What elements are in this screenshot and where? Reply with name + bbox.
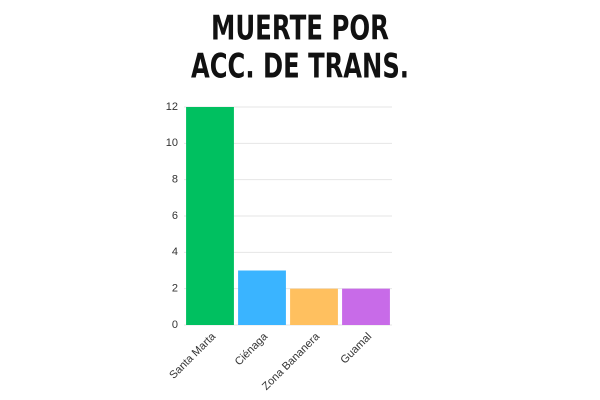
y-tick-label: 0 xyxy=(172,319,178,331)
chart-title: ACC. DE TRANS. xyxy=(191,47,409,87)
bar xyxy=(290,288,338,325)
x-tick-label: Santa Marta xyxy=(167,330,218,381)
x-tick-label: Guamal xyxy=(338,331,374,367)
y-tick-label: 6 xyxy=(172,210,178,222)
bar xyxy=(186,107,234,325)
y-tick-label: 2 xyxy=(172,283,178,295)
chart-title: MUERTE POR xyxy=(211,9,389,49)
bar xyxy=(238,270,286,325)
x-tick-label: Ciénaga xyxy=(233,330,271,368)
y-tick-label: 4 xyxy=(172,246,178,258)
y-tick-label: 8 xyxy=(172,174,178,186)
bar xyxy=(342,288,390,325)
y-tick-label: 12 xyxy=(166,101,178,113)
y-tick-label: 10 xyxy=(166,137,178,149)
